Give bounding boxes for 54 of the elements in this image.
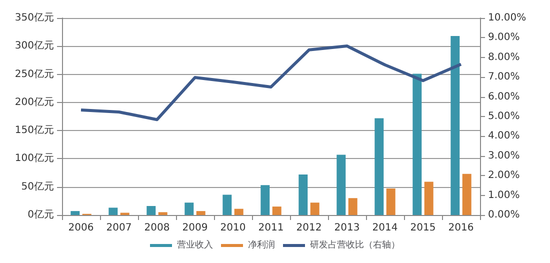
bar [70,211,80,215]
x-tick-label: 2013 [334,222,360,234]
bar [412,74,422,215]
bar [184,202,194,215]
x-tick-label: 2016 [448,222,474,234]
y2-tick-label: 2.00% [488,170,520,182]
bar [158,212,168,215]
y2-tick-label: 4.00% [488,130,520,142]
y-tick-label: 350亿元 [14,12,54,24]
y-tick-label: 250亿元 [14,68,54,80]
x-tick-label: 2010 [220,222,246,234]
y2-tick-label: 6.00% [488,91,520,102]
bar [386,188,396,215]
bar [146,206,156,215]
y-tick-label: 150亿元 [14,125,54,136]
bar [234,208,244,215]
line-series [80,44,462,122]
legend-label: 营业收入 [177,240,213,250]
y-tick-label: 200亿元 [14,96,54,108]
y-tick-label: 0亿元 [28,210,54,220]
bar [424,182,434,215]
y-tick-label: 100亿元 [14,153,54,164]
x-tick-label: 2012 [296,222,322,234]
bar [462,174,472,215]
y2-tick-label: 5.00% [488,111,520,122]
x-tick-label: 2006 [68,222,94,234]
y2-tick-label: 1.00% [488,190,520,201]
bar [336,154,346,215]
bar [222,194,232,215]
x-tick-label: 2015 [410,222,436,234]
x-tick-label: 2007 [106,222,132,234]
x-tick-label: 2014 [372,222,398,234]
legend-label: 研发占营收比（右轴） [310,240,400,250]
y2-tick-label: 3.00% [488,150,520,162]
bar [196,211,206,215]
bar [348,198,358,215]
bar [108,208,118,215]
bar [450,36,460,215]
legend-label: 净利润 [248,240,275,250]
bar [298,174,308,215]
y-tick-label: 300亿元 [14,40,54,52]
y-tick-label: 50亿元 [21,181,54,192]
bar [260,185,270,215]
bar [272,206,282,215]
x-tick-label: 2009 [182,222,208,234]
y2-tick-label: 10.00% [488,12,526,24]
y2-tick-label: 0.00% [488,210,520,220]
x-tick-label: 2011 [258,222,284,234]
x-tick-label: 2008 [144,222,170,234]
bar [310,202,320,215]
y2-tick-label: 8.00% [488,52,520,63]
bar [374,118,384,215]
y2-tick-label: 9.00% [488,32,520,44]
y2-tick-label: 7.00% [488,72,520,83]
